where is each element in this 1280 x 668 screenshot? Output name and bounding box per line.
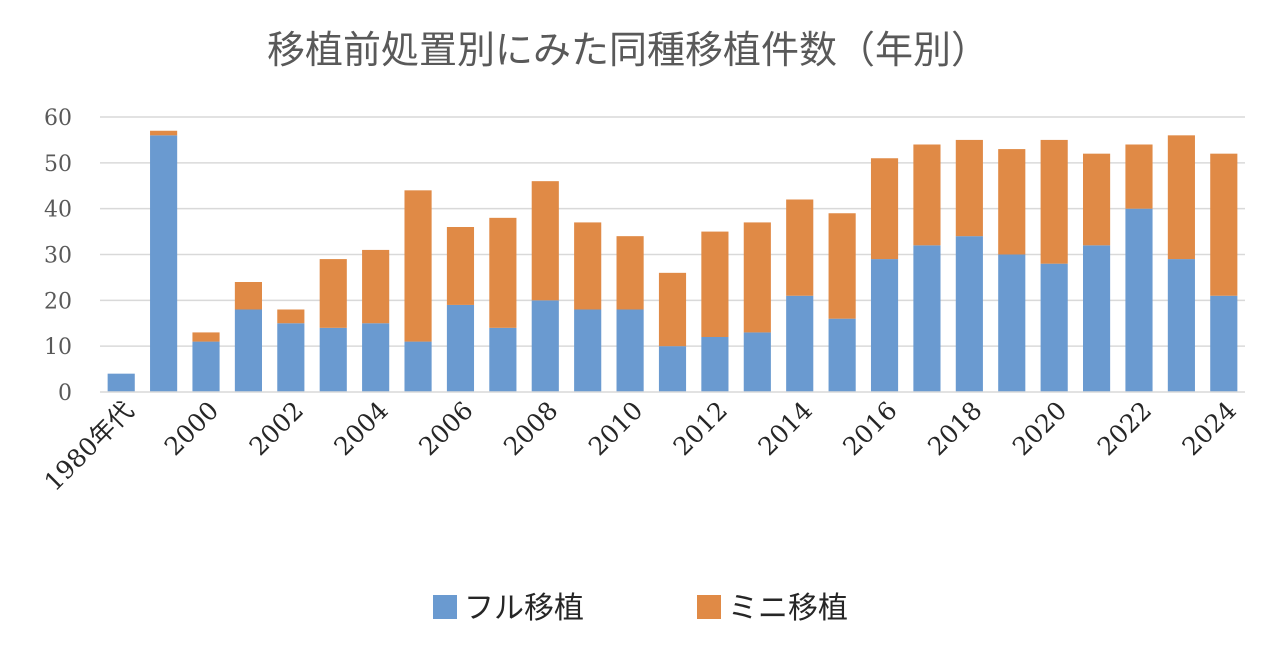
bar-mini-2001 (234, 282, 262, 310)
y-tick-label: 30 (44, 244, 72, 269)
bar-full-2003 (319, 327, 347, 392)
bar-full-2016 (870, 259, 899, 392)
x-tick-label: 2008 (498, 396, 563, 461)
bar-mini-2023 (1167, 135, 1195, 260)
x-tick-label: 2016 (837, 396, 902, 461)
bar-mini-2014 (786, 199, 814, 296)
bar-full-2017 (913, 245, 941, 392)
bar-full-2006 (446, 304, 475, 392)
x-tick-label: 2020 (1007, 396, 1072, 461)
bar-full-2010 (616, 309, 644, 392)
bars (107, 130, 1238, 393)
bar-mini-2022 (1125, 144, 1153, 209)
y-tick-label: 40 (44, 198, 72, 223)
y-tick-label: 20 (44, 289, 72, 314)
bar-mini-2018 (955, 139, 983, 237)
x-axis-ticks: 1980年代 2000 2002 2004 2006 2008 2010 2012 2014 20… (39, 396, 1242, 497)
bar-mini-2006 (446, 227, 475, 305)
legend-label-full: フル移植 (464, 591, 584, 626)
bar-mini-2004 (362, 249, 390, 324)
bar-full-2002 (277, 323, 305, 392)
x-tick-label: 2004 (328, 396, 393, 461)
legend-swatch-mini (697, 595, 721, 619)
bar-full-2013 (743, 332, 771, 392)
bar-mini-2009 (574, 222, 602, 310)
bar-full-2015 (828, 318, 856, 392)
x-tick-label: 2014 (752, 396, 817, 461)
x-tick-label: 2022 (1092, 396, 1157, 461)
bar-full-2022 (1125, 208, 1153, 392)
bar-full-2000 (192, 341, 220, 392)
bar-full-2012 (701, 337, 729, 392)
bar-full-1980年代 (107, 373, 135, 392)
chart-title: 移植前処置別にみた同種移植件数（年別） (267, 28, 989, 72)
bar-full-2014 (786, 295, 814, 392)
bar-mini-1990年代 (150, 130, 178, 136)
bar-mini-2007 (489, 217, 517, 328)
bar-mini-2021 (1083, 153, 1111, 246)
bar-mini-2000 (192, 332, 220, 342)
bar-mini-2015 (828, 213, 856, 319)
legend: フル移植 ミニ移植 (433, 591, 848, 626)
bar-mini-2020 (1040, 139, 1068, 264)
legend-swatch-full (433, 595, 457, 619)
bar-mini-2002 (277, 309, 305, 324)
bar-full-2004 (362, 323, 390, 392)
bar-mini-2003 (319, 259, 347, 328)
x-tick-label: 1980年代 (39, 396, 140, 497)
x-tick-label: 2006 (413, 396, 478, 461)
bar-full-2018 (955, 236, 983, 392)
y-tick-label: 0 (58, 381, 72, 406)
y-tick-label: 10 (44, 335, 72, 360)
bar-full-2001 (234, 309, 262, 392)
bar-mini-2017 (913, 144, 941, 246)
bar-full-2021 (1083, 245, 1111, 392)
x-tick-label: 2010 (583, 396, 648, 461)
bar-full-2011 (658, 346, 687, 392)
bar-full-2007 (489, 327, 517, 392)
bar-full-2009 (574, 309, 602, 392)
bar-full-2020 (1040, 263, 1068, 392)
bar-full-2024 (1210, 295, 1238, 392)
x-tick-label: 2012 (668, 396, 733, 461)
bar-mini-2010 (616, 236, 644, 310)
bar-mini-2011 (658, 272, 687, 347)
x-tick-label: 2018 (922, 396, 987, 461)
y-tick-label: 60 (44, 106, 72, 131)
bar-mini-2013 (743, 222, 771, 333)
bar-full-2008 (531, 300, 559, 392)
bar-mini-2016 (870, 158, 899, 260)
legend-label-mini: ミニ移植 (728, 591, 848, 626)
x-tick-label: 2002 (244, 396, 309, 461)
y-axis-ticks: 0 10 20 30 40 50 60 (44, 106, 72, 406)
bar-mini-2005 (404, 190, 432, 342)
bar-mini-2012 (701, 231, 729, 337)
y-tick-label: 50 (44, 152, 72, 177)
bar-full-1990年代 (150, 135, 178, 393)
x-tick-label: 2024 (1177, 396, 1242, 461)
bar-full-2019 (998, 254, 1026, 392)
bar-full-2023 (1167, 259, 1195, 392)
bar-full-2005 (404, 341, 432, 392)
x-tick-label: 2000 (159, 396, 224, 461)
bar-mini-2008 (531, 181, 559, 301)
bar-mini-2024 (1210, 153, 1238, 296)
bar-mini-2019 (998, 149, 1026, 255)
